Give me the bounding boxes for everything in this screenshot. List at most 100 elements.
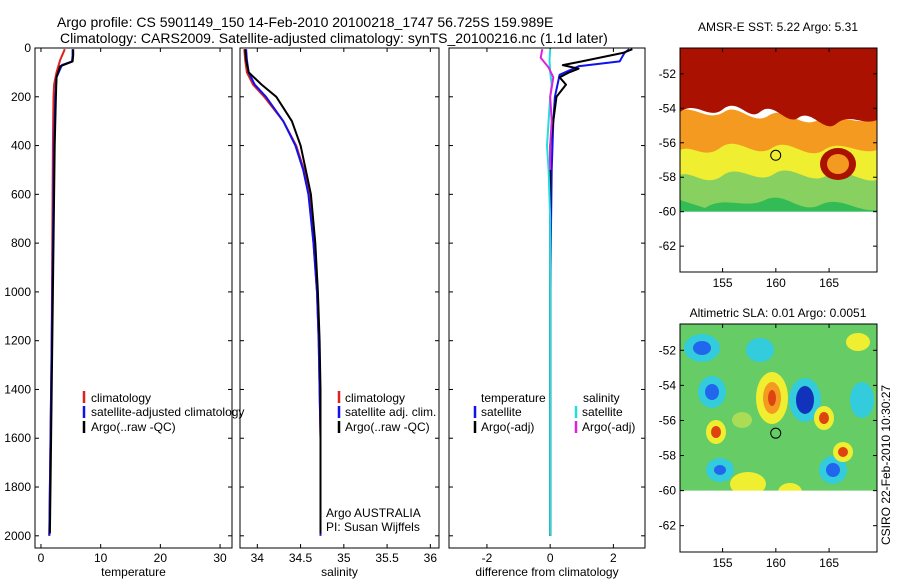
- sla-low-core: [796, 386, 814, 414]
- credit-line1: Argo AUSTRALIA: [326, 506, 421, 520]
- legend-title-salinity: salinity: [583, 391, 620, 405]
- legend-label-satellite: satellite-adjusted climatology: [91, 405, 244, 419]
- sla-no-data-region: [680, 490, 877, 552]
- salinity-panel: 34 34.5 35 35.5 36 salinity: [239, 47, 440, 579]
- plot-frame: [448, 47, 646, 549]
- sla-mid: [732, 412, 752, 428]
- map-y-tick-label: -52: [659, 343, 677, 357]
- y-tick-label: 2000: [4, 529, 31, 543]
- map-y-tick-label: -54: [659, 101, 677, 115]
- argo-position-marker: [770, 427, 782, 439]
- legend-label-argo: Argo(..raw -QC): [91, 420, 176, 434]
- sla-high: [730, 472, 766, 496]
- x-tick-label: 10: [94, 551, 108, 565]
- x-tick-label: 35: [337, 551, 351, 565]
- series-line-climatology: [243, 49, 322, 536]
- series-line-argo-raw-qc: [244, 49, 322, 534]
- series-line-temperature-argo-adj: [549, 48, 633, 536]
- map-y-tick-label: -58: [659, 170, 677, 184]
- sla-low-core: [693, 341, 711, 355]
- x-tick-label: 34.5: [289, 551, 313, 565]
- difference-legend: temperature satellite Argo(-adj) salinit…: [473, 391, 635, 434]
- map-x-tick-label: 155: [713, 276, 733, 290]
- series-line-satellite-adj-clim: [245, 49, 322, 536]
- sla-low-core: [705, 384, 719, 400]
- legend-label-climatology: climatology: [91, 391, 151, 405]
- sla-field: [680, 324, 877, 552]
- legend-label-climatology: climatology: [345, 391, 405, 405]
- temperature-panel: 0 200 400 600 800 1000 1200 1400 1600 1800 2000 0 10…: [4, 41, 233, 579]
- x-tick-label: 2: [610, 551, 617, 565]
- sst-field: [680, 48, 877, 272]
- sla-low: [850, 382, 874, 418]
- x-tick-label: 30: [213, 551, 227, 565]
- legend-label-satellite: satellite adj. clim.: [345, 405, 436, 419]
- sst-band-darkred: [680, 48, 877, 127]
- map-y-tick-label: -56: [659, 413, 677, 427]
- sla-map: -62 -60 -58 -56 -54 -52 155 160 165: [659, 323, 878, 570]
- sst-map-title: AMSR-E SST: 5.22 Argo: 5.31: [698, 20, 858, 34]
- x-tick-label: 0: [38, 551, 45, 565]
- sla-high-core: [711, 426, 721, 438]
- map-x-tick-label: 160: [766, 276, 786, 290]
- temperature-legend: climatology satellite-adjusted climatolo…: [82, 391, 244, 434]
- legend-title-temperature: temperature: [481, 391, 546, 405]
- map-y-tick-label: -58: [659, 449, 677, 463]
- legend-label-sal-satellite: satellite: [582, 405, 623, 419]
- sla-low-core: [826, 463, 840, 477]
- map-frame: [679, 323, 878, 553]
- sst-warm-patch-core: [827, 154, 849, 174]
- map-y-tick-label: -62: [659, 519, 677, 533]
- series-line-temperature-satellite: [549, 48, 630, 536]
- map-y-tick-label: -60: [659, 205, 677, 219]
- y-tick-label: 1600: [4, 431, 31, 445]
- legend-label-sal-argo: Argo(-adj): [582, 420, 635, 434]
- map-y-tick-label: -62: [659, 239, 677, 253]
- x-tick-label: 35.5: [375, 551, 399, 565]
- sla-low-core: [714, 465, 726, 475]
- x-tick-label: -2: [482, 551, 493, 565]
- salinity-legend: climatology satellite adj. clim. Argo(..…: [337, 391, 436, 434]
- legend-label-argo: Argo(..raw -QC): [345, 420, 430, 434]
- y-tick-label: 800: [11, 236, 31, 250]
- x-tick-label: 36: [424, 551, 438, 565]
- credit-line2: PI: Susan Wijffels: [326, 520, 420, 534]
- map-y-tick-label: -56: [659, 136, 677, 150]
- map-x-tick-label: 155: [713, 556, 733, 570]
- x-axis-label: temperature: [101, 565, 166, 579]
- sla-high-core: [838, 447, 848, 457]
- map-x-tick-label: 165: [819, 556, 839, 570]
- sla-high-core: [768, 390, 776, 406]
- x-tick-label: 34: [251, 551, 265, 565]
- map-y-tick-label: -54: [659, 378, 677, 392]
- y-tick-label: 200: [11, 90, 31, 104]
- sla-low: [746, 338, 774, 362]
- sla-high-core: [819, 412, 829, 424]
- y-tick-label: 1200: [4, 334, 31, 348]
- y-tick-label: 0: [24, 41, 31, 55]
- x-tick-label: 20: [154, 551, 168, 565]
- plot-frame: [239, 47, 440, 549]
- x-axis-label: salinity: [321, 565, 358, 579]
- map-x-tick-label: 165: [819, 276, 839, 290]
- y-tick-label: 400: [11, 139, 31, 153]
- y-tick-label: 1000: [4, 285, 31, 299]
- y-tick-label: 1800: [4, 480, 31, 494]
- series-line-salinity-argo-adj: [539, 49, 555, 170]
- x-tick-label: 0: [547, 551, 554, 565]
- figure-title-line2: Climatology: CARS2009. Satellite-adjuste…: [60, 30, 608, 46]
- series-line-argo-raw-qc: [48, 49, 75, 534]
- x-axis-label: difference from climatology: [475, 565, 618, 579]
- sla-high: [846, 333, 870, 351]
- sst-map: -62 -60 -58 -56 -54 -52 155 160 165: [659, 47, 878, 290]
- y-tick-label: 600: [11, 187, 31, 201]
- sst-no-data-region: [680, 211, 877, 272]
- map-frame: [679, 47, 878, 273]
- legend-label-temp-satellite: satellite: [481, 405, 522, 419]
- argo-position-marker: [770, 149, 782, 161]
- side-stamp: CSIRO 22-Feb-2010 10:30:27: [879, 385, 893, 545]
- figure-title-line1: Argo profile: CS 5901149_150 14-Feb-2010…: [57, 14, 553, 30]
- plot-frame: [34, 47, 233, 549]
